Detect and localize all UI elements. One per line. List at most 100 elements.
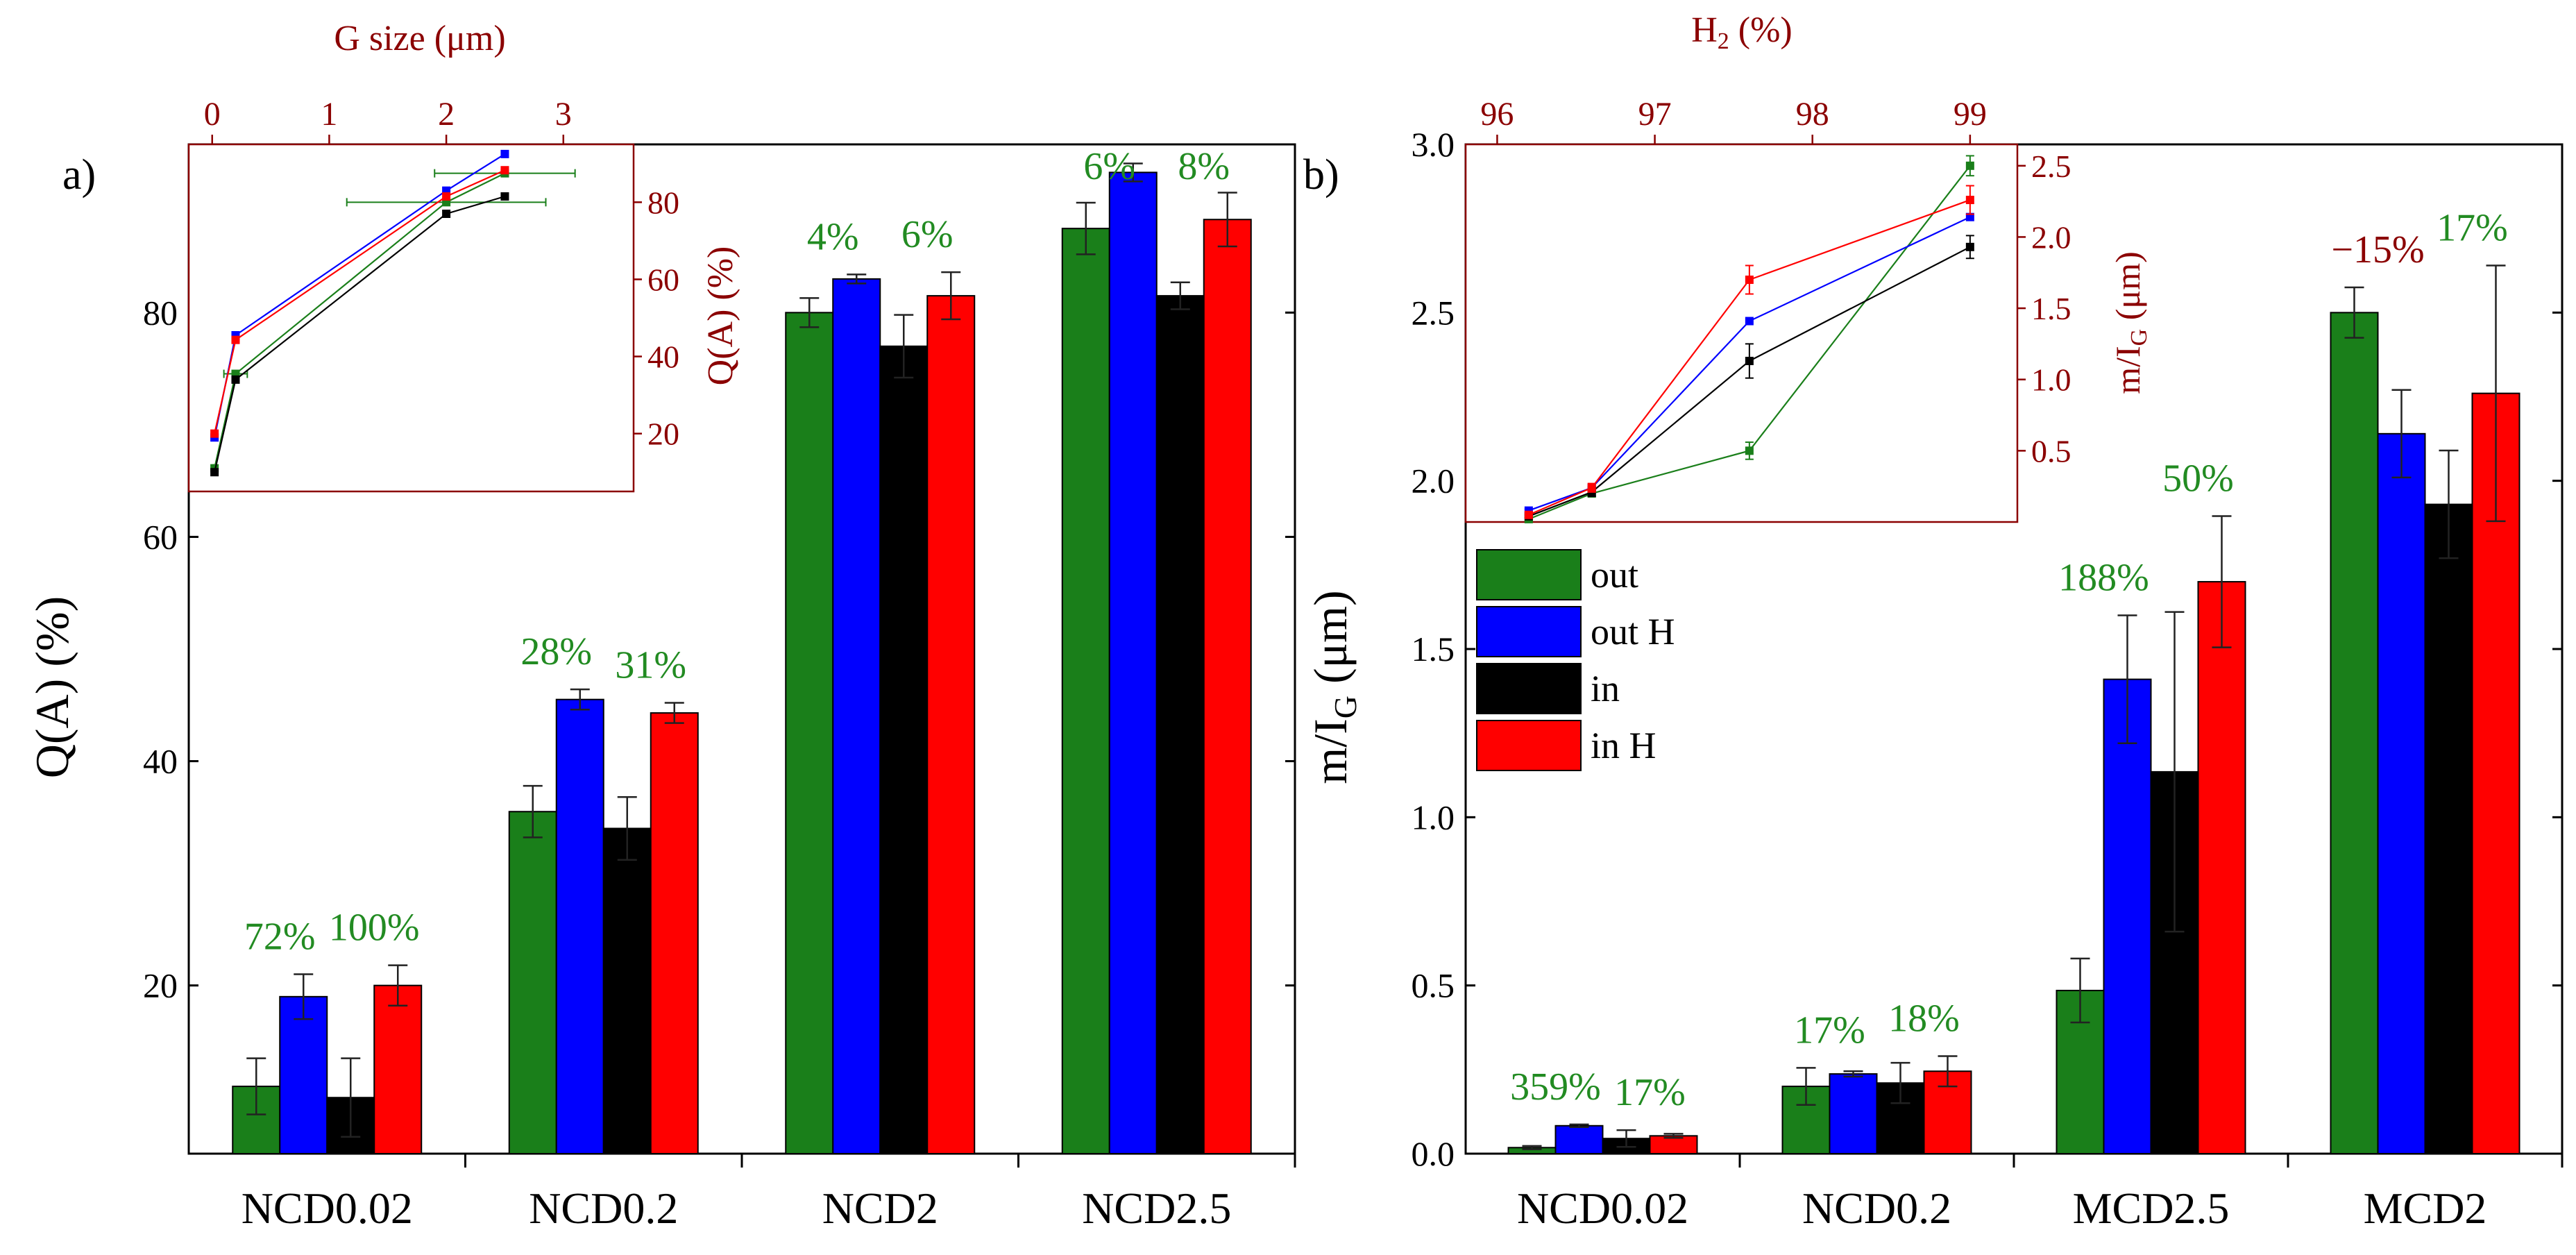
panel-b-ytick-label: 0.0 <box>1412 1134 1455 1173</box>
panel-b-y-axis-label-main: m/I <box>1304 718 1357 784</box>
inset-a-xtick-label: 0 <box>204 96 221 133</box>
percent-annotation: 31% <box>615 644 686 687</box>
inset-point <box>1965 212 1974 221</box>
legend-swatch-in <box>1476 663 1582 714</box>
panel-b-ytick-label: 3.0 <box>1412 125 1455 164</box>
inset-line <box>1528 246 1971 517</box>
inset-b-y-axis-label: m/IG (μm) <box>2108 251 2152 394</box>
percent-annotation: 188% <box>2058 557 2149 600</box>
inset-b: 96 97 98 99 0.5 1.0 1.5 2.0 2.5 <box>1464 96 2071 523</box>
panel-b-y-axis-label-unit: (μm) <box>1304 590 1357 696</box>
bar <box>1155 295 1205 1155</box>
percent-annotation: 72% <box>244 916 316 959</box>
bar <box>1649 1135 1698 1154</box>
inset-point <box>1587 483 1596 492</box>
inset-line <box>214 195 505 473</box>
inset-b-x-axis-label-unit: (%) <box>1729 10 1793 50</box>
panel-b-ytick-label: 2.0 <box>1412 462 1455 500</box>
inset-point <box>231 375 240 384</box>
panel-b-category-label: MCD2 <box>2364 1184 2487 1233</box>
bar <box>2424 503 2473 1154</box>
inset-point <box>1965 161 1974 170</box>
inset-b-xtick-label: 96 <box>1480 96 1514 133</box>
inset-b-xtick-label: 97 <box>1638 96 1672 133</box>
panel-a-category-label: NCD2 <box>822 1184 938 1233</box>
inset-a-xtick-label: 1 <box>321 96 337 133</box>
inset-a-ytick-label: 20 <box>647 416 679 452</box>
legend-swatch-in-h <box>1476 720 1582 771</box>
panel-b: 0.0 0.5 1.0 1.5 2.0 2.5 3.0 NCD0.02 NCD0.2 MCD2.5… <box>1412 96 2564 1233</box>
bar <box>785 312 834 1154</box>
inset-b-xtick-label: 98 <box>1796 96 1829 133</box>
inset-point <box>231 335 240 344</box>
panel-b-category-label: NCD0.02 <box>1517 1184 1688 1233</box>
inset-point <box>500 192 509 201</box>
panel-b-ytick-label: 1.5 <box>1412 630 1455 668</box>
bar <box>2377 432 2426 1154</box>
legend-swatch-out <box>1476 549 1582 600</box>
inset-b-x-axis-label-sub: 2 <box>1718 28 1729 54</box>
inset-b-ytick-label: 1.5 <box>2031 291 2071 326</box>
legend-label-out: out <box>1591 554 1638 596</box>
bar <box>2197 581 2246 1154</box>
inset-b-ytick-label: 0.5 <box>2031 433 2071 469</box>
bar <box>1203 219 1252 1155</box>
inset-point <box>1745 276 1754 285</box>
bar <box>508 811 557 1155</box>
panel-a-y-axis-label: Q(A) (%) <box>26 596 78 778</box>
percent-annotation: −15% <box>2331 228 2424 271</box>
inset-b-y-axis-label-sub: G <box>2126 329 2152 346</box>
inset-b-ytick-label: 2.5 <box>2031 149 2071 184</box>
inset-b-ytick-label: 2.0 <box>2031 219 2071 255</box>
inset-b-y-axis-label-main: m/I <box>2108 346 2147 394</box>
inset-a-ytick-label: 80 <box>647 185 679 220</box>
bar <box>2103 678 2152 1154</box>
inset-a-y-axis-label: Q(A) (%) <box>701 246 740 386</box>
legend-label-out-h: out H <box>1591 611 1675 652</box>
inset-point <box>1745 446 1754 455</box>
panel-b-y-axis-label: m/IG (μm) <box>1304 590 1363 784</box>
percent-annotation: 17% <box>2437 206 2508 249</box>
bar <box>373 984 423 1154</box>
percent-annotation: 17% <box>1794 1009 1865 1052</box>
bar <box>2330 312 2379 1154</box>
bar <box>879 345 929 1154</box>
bar <box>602 827 652 1154</box>
legend: out out H in in H <box>1476 549 1675 771</box>
panel-b-ytick-label: 0.5 <box>1412 966 1455 1005</box>
panel-a-ytick-label: 20 <box>143 966 178 1005</box>
inset-point <box>1524 510 1533 519</box>
inset-point <box>1965 196 1974 205</box>
percent-annotation: 6% <box>901 213 954 256</box>
inset-point <box>442 210 451 218</box>
bar <box>1108 171 1158 1154</box>
bar <box>1829 1073 1878 1155</box>
inset-b-xtick-label: 99 <box>1954 96 1987 133</box>
bar <box>1554 1125 1604 1155</box>
percent-annotation: 17% <box>1614 1071 1686 1114</box>
inset-a-xtick-label: 3 <box>555 96 572 133</box>
panel-a-ytick-label: 60 <box>143 517 178 556</box>
inset-point <box>500 149 509 158</box>
percent-annotation: 6% <box>1083 145 1135 188</box>
inset-line <box>1528 216 1971 512</box>
bar <box>650 712 699 1154</box>
percent-annotation: 100% <box>329 907 420 950</box>
inset-line <box>214 172 505 469</box>
legend-label-in-h: in H <box>1591 725 1656 766</box>
legend-label-in: in <box>1591 668 1620 709</box>
inset-point <box>500 166 509 175</box>
percent-annotation: 28% <box>520 630 592 673</box>
panel-b-category-label: MCD2.5 <box>2073 1184 2230 1233</box>
inset-point <box>210 429 219 438</box>
legend-swatch-out-h <box>1476 606 1582 657</box>
inset-point <box>210 468 219 477</box>
panel-b-ytick-label: 1.0 <box>1412 798 1455 836</box>
inset-b-frame <box>1464 143 2019 523</box>
percent-annotation: 359% <box>1510 1066 1601 1109</box>
inset-a-frame <box>187 143 635 493</box>
inset-a-xtick-label: 2 <box>438 96 455 133</box>
inset-a-ytick-label: 40 <box>647 339 679 375</box>
panel-a-label: a) <box>62 151 96 199</box>
